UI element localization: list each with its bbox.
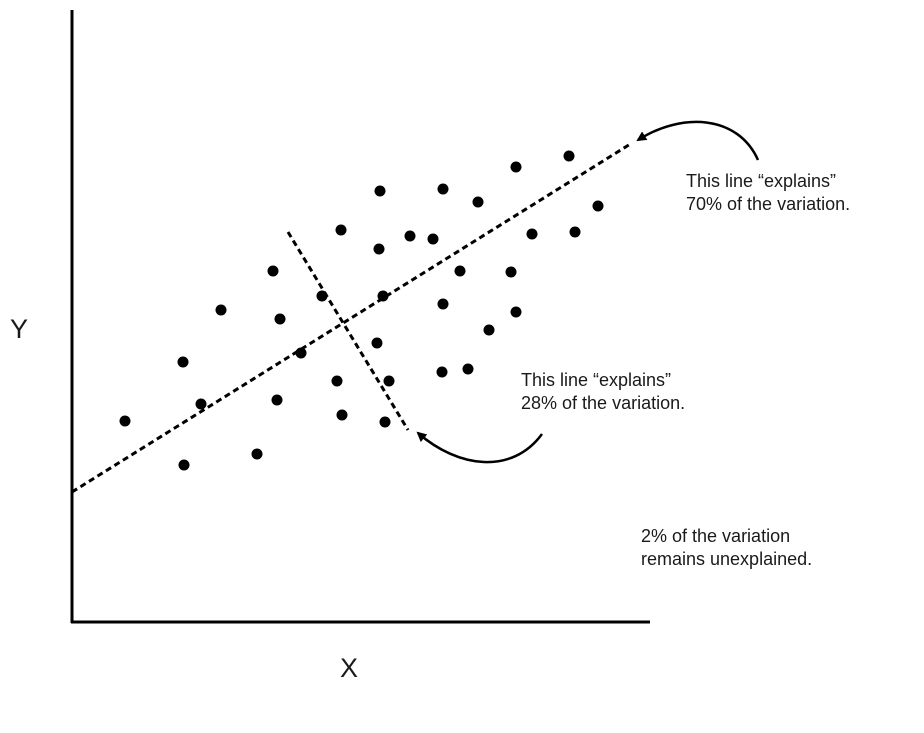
data-point	[437, 298, 449, 310]
data-point	[119, 415, 131, 427]
annotation-secondary-line: This line “explains” 28% of the variatio…	[521, 369, 685, 415]
data-point	[563, 150, 575, 162]
data-point	[454, 265, 466, 277]
data-point	[483, 324, 495, 336]
data-point	[374, 185, 386, 197]
secondary-line	[286, 231, 410, 431]
data-point	[335, 224, 347, 236]
data-point	[526, 228, 538, 240]
data-point	[377, 290, 389, 302]
principal-line	[71, 141, 633, 494]
data-point	[215, 304, 227, 316]
data-point	[379, 416, 391, 428]
data-point	[251, 448, 263, 460]
data-point	[177, 356, 189, 368]
data-point	[271, 394, 283, 406]
data-point	[383, 375, 395, 387]
annotation-principal-line-b: 70% of the variation.	[686, 194, 851, 214]
data-point	[274, 313, 286, 325]
annotation-secondary-line-b: 28% of the variation.	[521, 393, 686, 413]
data-point	[569, 226, 581, 238]
annotation-secondary-line-a: This line “explains”	[521, 370, 672, 390]
annotation-unexplained-a: 2% of the variation	[641, 526, 791, 546]
arrow-to-secondary-line	[416, 431, 544, 464]
data-point	[178, 459, 190, 471]
annotation-principal-line-a: This line “explains”	[686, 171, 837, 191]
data-point	[510, 306, 522, 318]
data-point	[592, 200, 604, 212]
data-point	[462, 363, 474, 375]
data-point	[371, 337, 383, 349]
data-point	[437, 183, 449, 195]
data-point	[427, 233, 439, 245]
data-point	[510, 161, 522, 173]
data-point	[373, 243, 385, 255]
arrow-to-principal-line	[636, 120, 760, 161]
data-point	[436, 366, 448, 378]
annotation-principal-line: This line “explains” 70% of the variatio…	[686, 170, 850, 216]
data-point	[404, 230, 416, 242]
annotation-unexplained-b: remains unexplained.	[641, 549, 813, 569]
x-axis-label: X	[340, 653, 358, 683]
data-point	[331, 375, 343, 387]
data-point	[336, 409, 348, 421]
annotation-unexplained: 2% of the variation remains unexplained.	[641, 525, 812, 571]
data-point	[295, 347, 307, 359]
scatter-points	[119, 150, 604, 471]
data-point	[472, 196, 484, 208]
data-point	[267, 265, 279, 277]
data-point	[316, 290, 328, 302]
y-axis-label: Y	[10, 314, 28, 344]
data-point	[505, 266, 517, 278]
data-point	[195, 398, 207, 410]
